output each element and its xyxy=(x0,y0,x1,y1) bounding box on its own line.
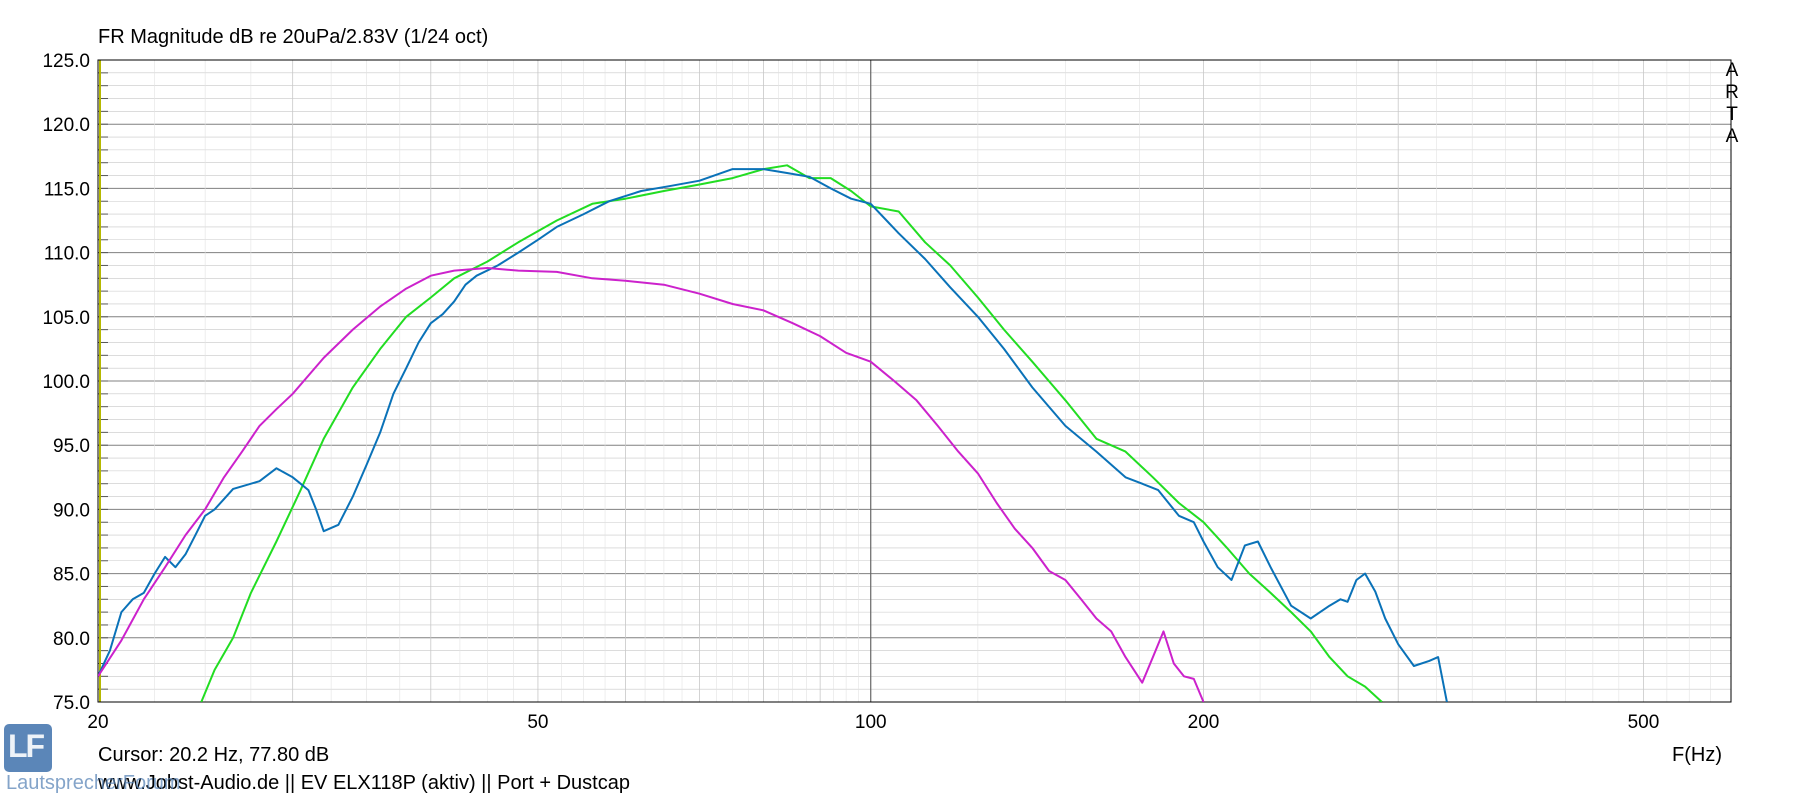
y-tick-label: 115.0 xyxy=(44,179,90,200)
y-tick-label: 90.0 xyxy=(53,500,90,521)
x-tick-label: 100 xyxy=(855,712,887,733)
x-tick-label: 50 xyxy=(527,712,548,733)
cursor-readout: Cursor: 20.2 Hz, 77.80 dB xyxy=(98,744,330,766)
plot-frame xyxy=(97,59,1732,703)
x-tick-label: 20 xyxy=(87,712,108,733)
axis-ticks xyxy=(98,59,108,703)
y-tick-label: 120.0 xyxy=(42,115,90,136)
x-axis-unit-label: F(Hz) xyxy=(1672,744,1722,766)
lautsprecherforum-logo: LF xyxy=(4,724,52,772)
y-tick-label: 80.0 xyxy=(53,629,90,650)
logo-letters: LF xyxy=(8,728,45,764)
chart-title: FR Magnitude dB re 20uPa/2.83V (1/24 oct… xyxy=(98,26,489,48)
y-tick-label: 125.0 xyxy=(42,51,90,72)
x-tick-label: 200 xyxy=(1188,712,1220,733)
y-axis-tick-labels: 75.0 80.0 85.0 90.0 95.0 100.0 105.0 110.0 115.0… xyxy=(42,51,90,714)
blue-series-line xyxy=(98,168,1448,702)
y-tick-label: 105.0 xyxy=(42,308,90,329)
arta-watermark: ARTA xyxy=(1725,60,1739,147)
magenta-series-line xyxy=(98,267,1205,702)
green-series-line xyxy=(200,164,1383,702)
grid-lines xyxy=(97,59,1732,703)
y-tick-label: 75.0 xyxy=(53,693,90,714)
series-lines xyxy=(98,164,1448,702)
y-tick-label: 100.0 xyxy=(42,372,90,393)
y-tick-label: 110.0 xyxy=(44,244,90,265)
y-tick-label: 85.0 xyxy=(53,565,90,586)
x-axis-tick-labels: 20 50 100 200 500 xyxy=(87,712,1659,733)
x-tick-label: 500 xyxy=(1628,712,1660,733)
watermark-text: LautsprecherForum xyxy=(6,772,181,794)
y-tick-label: 95.0 xyxy=(53,436,90,457)
measurement-footer: www.Jobst-Audio.de || EV ELX118P (aktiv)… xyxy=(98,772,630,794)
